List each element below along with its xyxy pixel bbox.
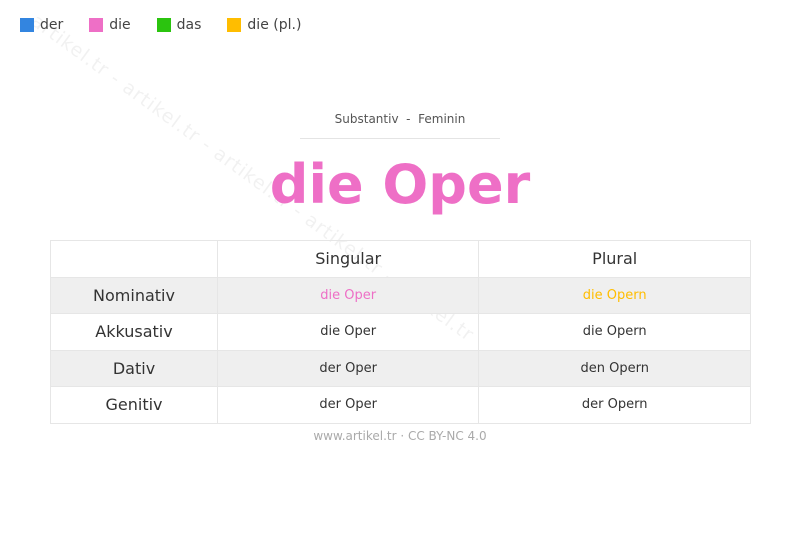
die-color-swatch	[89, 18, 104, 32]
legend-label: das	[176, 17, 202, 33]
case-label: Akkusativ	[50, 313, 218, 351]
die-plural-color-swatch	[227, 18, 242, 32]
corner-cell	[50, 240, 218, 278]
singular-cell: die Oper	[216, 313, 480, 351]
column-header-singular: Singular	[216, 240, 480, 278]
divider	[300, 138, 500, 139]
word-type-subtitle: Substantiv - Feminin	[334, 112, 466, 126]
column-header-plural: Plural	[478, 240, 751, 278]
legend-item-der: der	[20, 17, 63, 33]
legend-item-das: das	[156, 17, 202, 33]
plural-cell: den Opern	[478, 349, 751, 387]
table-header-row: Singular Plural	[50, 240, 751, 278]
table-row-genitiv: Genitiv der Oper der Opern	[50, 386, 751, 424]
case-label: Genitiv	[50, 386, 218, 424]
plural-cell: die Opern	[478, 313, 751, 351]
legend-item-die: die	[89, 17, 131, 33]
gender-legend: der die das die (pl.)	[20, 17, 327, 33]
das-color-swatch	[156, 18, 171, 32]
case-label: Dativ	[50, 349, 218, 387]
table-row-dativ: Dativ der Oper den Opern	[50, 349, 751, 387]
page-title: die Oper	[269, 153, 531, 216]
legend-label: die	[109, 17, 131, 33]
singular-cell: der Oper	[216, 349, 480, 387]
der-color-swatch	[20, 18, 34, 32]
table-row-akkusativ: Akkusativ die Oper die Opern	[50, 313, 751, 351]
declension-table: Singular Plural Nominativ die Oper die O…	[50, 240, 751, 424]
plural-cell: der Opern	[478, 386, 751, 424]
case-label: Nominativ	[50, 276, 218, 314]
footer-credit: www.artikel.tr · CC BY-NC 4.0	[313, 429, 487, 443]
legend-item-die-plural: die (pl.)	[227, 17, 301, 33]
singular-cell: der Oper	[216, 386, 480, 424]
legend-label: die (pl.)	[247, 17, 302, 33]
plural-cell: die Opern	[478, 276, 751, 314]
singular-cell: die Oper	[216, 276, 480, 314]
table-row-nominativ: Nominativ die Oper die Opern	[50, 276, 751, 314]
legend-label: der	[40, 17, 64, 33]
